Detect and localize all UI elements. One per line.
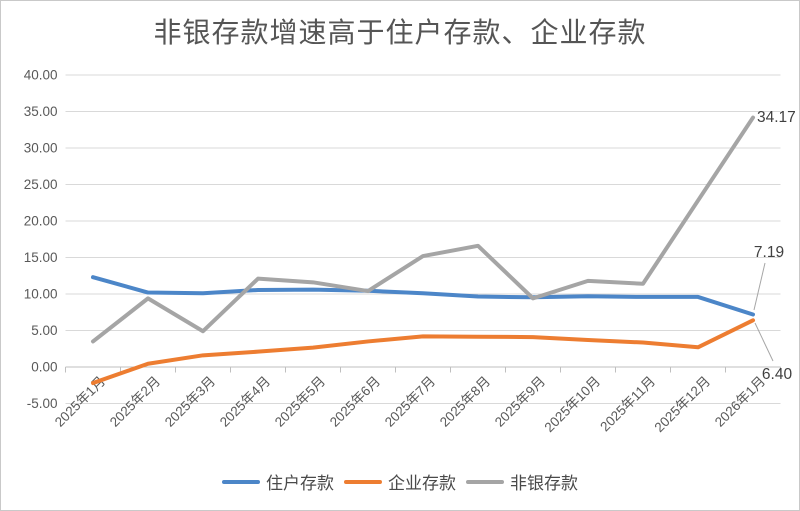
- x-axis-tick-label: 2025年5月: [272, 374, 328, 430]
- legend-item-household-deposits: 住户存款: [222, 469, 334, 494]
- x-axis-tick-label: 2025年8月: [437, 374, 493, 430]
- line-swatch-icon: [222, 479, 260, 484]
- y-axis-tick-label: 20.00: [24, 214, 58, 229]
- x-axis-tick-label: 2025年2月: [107, 374, 163, 430]
- y-axis-tick-label: 40.00: [24, 68, 58, 83]
- legend-item-nonbank-deposits: 非银存款: [466, 469, 578, 494]
- y-axis-tick-label: 15.00: [24, 250, 58, 265]
- y-axis-tick-label: 5.00: [31, 323, 57, 338]
- data-label-household: 7.19: [754, 244, 784, 261]
- legend-label: 非银存款: [510, 474, 578, 493]
- legend-label: 企业存款: [388, 474, 456, 493]
- x-axis-tick-label: 2025年6月: [327, 374, 383, 430]
- leader-line: [753, 262, 766, 311]
- legend-label: 住户存款: [266, 474, 334, 493]
- x-axis-tick-label: 2025年9月: [492, 374, 548, 430]
- series-line-0: [91, 275, 755, 317]
- y-axis-tick-label: 35.00: [24, 104, 58, 119]
- legend: 住户存款 企业存款 非银存款: [1, 469, 799, 494]
- y-axis-tick-label: -5.00: [27, 396, 58, 411]
- legend-item-corporate-deposits: 企业存款: [344, 469, 456, 494]
- y-axis-tick-label: 25.00: [24, 177, 58, 192]
- y-axis-tick-label: 0.00: [31, 360, 57, 375]
- x-axis-tick-label: 2025年4月: [217, 374, 273, 430]
- y-axis-tick-label: 30.00: [24, 141, 58, 156]
- leader-line: [754, 322, 774, 362]
- series-line-1: [91, 318, 755, 386]
- chart-title: 非银存款增速高于住户存款、企业存款: [153, 18, 647, 49]
- line-swatch-icon: [344, 479, 382, 484]
- y-axis-tick-label: 10.00: [24, 287, 58, 302]
- x-axis-tick-label: 2025年3月: [162, 374, 218, 430]
- x-axis-tick-label: 2025年12月: [652, 374, 714, 436]
- x-axis-tick-label: 2025年10月: [542, 374, 604, 436]
- data-label-nonbank: 34.17: [757, 109, 796, 126]
- line-swatch-icon: [466, 479, 504, 484]
- series-line-2: [91, 115, 755, 344]
- data-label-corporate: 6.40: [762, 366, 793, 383]
- x-axis-tick-label: 2025年7月: [382, 374, 438, 430]
- x-axis-tick-label: 2026年1月: [712, 374, 768, 430]
